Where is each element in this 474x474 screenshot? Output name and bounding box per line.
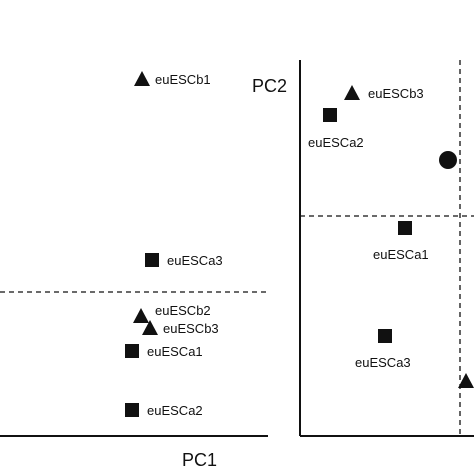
- left-triangle-marker: [134, 71, 150, 86]
- left-point-label: euESCa1: [147, 344, 203, 359]
- left-point-label: euESCb3: [163, 321, 219, 336]
- left-square-marker: [125, 403, 139, 417]
- right-point-label: euESCb3: [368, 86, 424, 101]
- left-point-label: euESCa2: [147, 403, 203, 418]
- right-square-marker: [378, 329, 392, 343]
- right-circle-marker: [439, 151, 457, 169]
- left-x-axis-title: PC1: [182, 450, 217, 470]
- right-triangle-marker: [458, 373, 474, 388]
- right-square-marker: [323, 108, 337, 122]
- left-triangle-marker: [133, 308, 149, 323]
- right-triangle-marker: [344, 85, 360, 100]
- right-panel: PC2 euESCb3 euESCa2 euESCa1 euESCa3: [252, 60, 474, 437]
- left-square-marker: [145, 253, 159, 267]
- right-y-axis-title: PC2: [252, 76, 287, 96]
- right-point-label: euESCa3: [355, 355, 411, 370]
- left-triangle-marker: [142, 320, 158, 335]
- right-point-label: euESCa1: [373, 247, 429, 262]
- left-square-marker: [125, 344, 139, 358]
- left-point-label: euESCb2: [155, 303, 211, 318]
- right-point-label: euESCa2: [308, 135, 364, 150]
- left-point-label: euESCa3: [167, 253, 223, 268]
- right-points-group: euESCb3 euESCa2 euESCa1 euESCa3: [308, 85, 474, 388]
- left-point-label: euESCb1: [155, 72, 211, 87]
- left-points-group: euESCb1 euESCa3 euESCb2 euESCb3 euESCa1 euESC…: [125, 71, 223, 418]
- left-panel: PC1 euESCb1euESCa3euESCb2euESCb3euESCa1e…: [0, 71, 268, 470]
- right-square-marker: [398, 221, 412, 235]
